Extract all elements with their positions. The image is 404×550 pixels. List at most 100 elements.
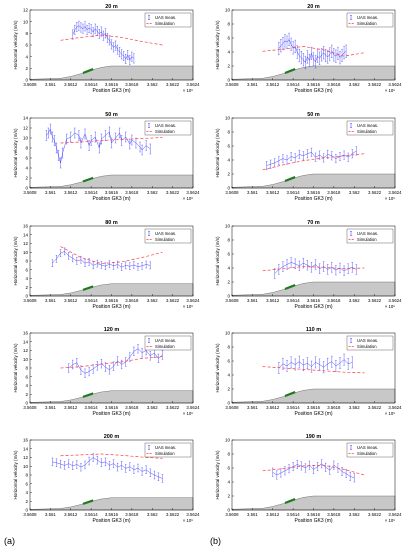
x-tick-label: 3.561 (247, 82, 258, 87)
y-tick-label: 0 (25, 294, 28, 299)
x-axis-label: Position GK3 (m) (294, 304, 332, 310)
chart-title: 50 m (105, 112, 118, 118)
chart-title: 20 m (105, 4, 118, 10)
terrain-area (231, 173, 396, 189)
x-tick-label: 3.5622 (166, 190, 180, 195)
simulation-line (262, 366, 365, 374)
legend-label-sim: Simulation (155, 129, 175, 134)
x-tick-label: 3.561 (247, 512, 258, 517)
y-tick-label: 0 (227, 78, 230, 83)
x-tick-label: 3.5616 (105, 190, 119, 195)
y-tick-label: 0 (25, 508, 28, 513)
x-tick-label: 3.5608 (225, 82, 239, 87)
legend-box (346, 228, 394, 244)
x-axis-label: Position GK3 (m) (92, 304, 130, 310)
simulation-line (60, 34, 163, 46)
y-tick-label: 4 (227, 50, 230, 55)
legend-box (346, 12, 394, 28)
y-tick-label: 10 (225, 331, 231, 336)
legend-box (346, 442, 394, 458)
y-tick-label: 2 (227, 172, 230, 177)
x-exponent: × 10⁶ (183, 411, 193, 416)
y-tick-label: 0 (227, 186, 230, 191)
simulation-line (60, 137, 163, 144)
x-tick-label: 3.562 (147, 405, 158, 410)
chart-b-4: 190 m 0 2 4 6 8 10 3.5608 3.561 3.5612 3.5614 3.561… (215, 434, 402, 524)
y-tick-label: 8 (227, 238, 230, 243)
legend-label-sim: Simulation (357, 451, 377, 456)
x-tick-label: 3.5622 (166, 405, 180, 410)
y-tick-label: 4 (227, 266, 230, 271)
chart-title: 120 m (104, 327, 120, 333)
y-tick-label: 0 (227, 401, 230, 406)
x-tick-label: 3.5612 (266, 298, 280, 303)
terrain-area (231, 495, 396, 511)
y-tick-label: 10 (23, 19, 29, 24)
y-tick-label: 12 (23, 8, 29, 13)
legend-label-meas: UAS meas. (155, 231, 176, 236)
simulation-line (60, 453, 163, 459)
x-tick-label: 3.5624 (186, 298, 200, 303)
chart-a-4: 200 m 0 2 4 6 8 10 12 14 16 3.5608 3.561 3.5612 3.561… (13, 434, 200, 524)
panel-label-b: (b) (210, 536, 221, 546)
y-tick-label: 6 (25, 374, 28, 379)
y-tick-label: 0 (227, 294, 230, 299)
x-exponent: × 10⁶ (385, 411, 395, 416)
x-tick-label: 3.5616 (307, 405, 321, 410)
x-tick-label: 3.5614 (287, 82, 301, 87)
simulation-line (60, 246, 163, 264)
x-tick-label: 3.5618 (327, 190, 341, 195)
x-tick-label: 3.5618 (327, 405, 341, 410)
chart-title: 50 m (307, 112, 320, 118)
chart-b-0: 20 m 0 2 4 6 8 10 3.5608 3.561 3.5612 3.5614 3.5616… (215, 4, 402, 94)
y-tick-label: 14 (23, 339, 29, 344)
y-tick-label: 8 (25, 473, 28, 478)
simulation-line (60, 356, 163, 369)
x-tick-label: 3.5622 (368, 82, 382, 87)
x-tick-label: 3.5612 (64, 298, 78, 303)
forest-segment (284, 391, 296, 398)
simulation-line (262, 266, 365, 272)
chart-b-1: 50 m 0 2 4 6 8 10 3.5608 3.561 3.5612 3.5614 3.5616… (215, 112, 402, 202)
y-tick-label: 6 (227, 466, 230, 471)
y-tick-label: 6 (25, 156, 28, 161)
legend-label-sim: Simulation (357, 344, 377, 349)
x-tick-label: 3.562 (147, 82, 158, 87)
y-tick-label: 4 (25, 276, 28, 281)
x-tick-label: 3.5608 (23, 512, 37, 517)
forest-segment (82, 285, 94, 291)
legend-label-sim: Simulation (155, 21, 175, 26)
terrain-area (29, 65, 194, 81)
legend-label-sim: Simulation (357, 129, 377, 134)
y-tick-label: 2 (227, 64, 230, 69)
legend-box (144, 442, 192, 458)
x-tick-label: 3.5622 (368, 512, 382, 517)
legend-box (144, 335, 192, 351)
x-tick-label: 3.5608 (225, 190, 239, 195)
chart-a-2: 80 m 0 2 4 6 8 10 12 14 16 3.5608 3.561 3.5612 3.5614… (13, 220, 200, 310)
forest-segment (284, 68, 296, 75)
forest-segment (82, 176, 94, 183)
x-tick-label: 3.562 (349, 512, 360, 517)
x-tick-label: 3.5608 (23, 405, 37, 410)
y-tick-label: 10 (225, 8, 231, 13)
terrain-area (231, 388, 396, 404)
y-tick-label: 12 (23, 455, 29, 460)
x-tick-label: 3.5624 (186, 82, 200, 87)
legend-label-meas: UAS meas. (155, 15, 176, 20)
x-tick-label: 3.5612 (64, 82, 78, 87)
x-axis-label: Position GK3 (m) (294, 88, 332, 94)
forest-segment (82, 499, 94, 505)
x-tick-label: 3.5612 (266, 82, 280, 87)
y-tick-label: 12 (23, 126, 29, 131)
y-tick-label: 6 (227, 36, 230, 41)
y-tick-label: 10 (23, 136, 29, 141)
x-tick-label: 3.5612 (64, 405, 78, 410)
x-tick-label: 3.562 (349, 190, 360, 195)
x-tick-label: 3.5616 (105, 405, 119, 410)
x-tick-label: 3.5616 (105, 512, 119, 517)
x-tick-label: 3.5608 (23, 82, 37, 87)
y-axis-label: Horizontal velocity (m/s) (215, 128, 220, 177)
x-tick-label: 3.5622 (166, 298, 180, 303)
